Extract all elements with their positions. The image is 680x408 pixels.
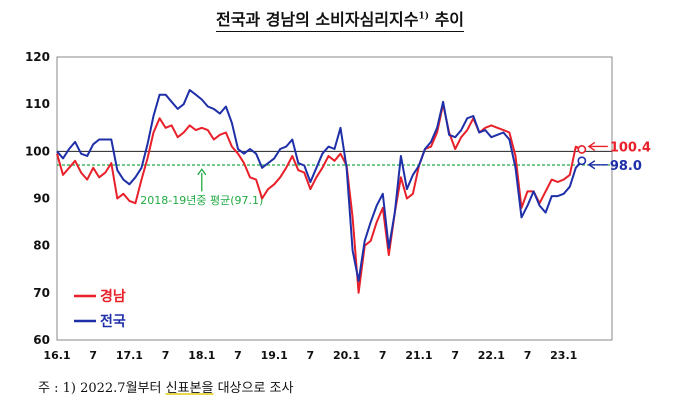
chart-title-superscript: 1)	[418, 11, 430, 22]
chart-canvas: 60 70 80 90 100 110 120 16.1 7 17.1 7 18.1 7 19.1 7 20.…	[25, 50, 651, 362]
x-tick-label: 7	[89, 349, 97, 362]
x-tick-label: 7	[379, 349, 387, 362]
y-tick-label: 110	[25, 97, 50, 111]
y-tick-label: 100	[25, 144, 50, 158]
end-marker	[577, 145, 587, 154]
plot-frame	[56, 56, 613, 341]
x-tick-label: 20.1	[333, 349, 360, 362]
x-tick-label: 7	[451, 349, 459, 362]
end-arrow-head	[587, 160, 596, 170]
x-tick-label: 23.1	[550, 349, 577, 362]
legend-label: 전국	[100, 313, 126, 330]
footnote-prefix: 주 : 1) 2022.7월부터	[38, 381, 166, 396]
end-value-label: 100.4	[610, 140, 651, 155]
end-value-label: 98.0	[610, 159, 642, 174]
chart-title: 전국과 경남의 소비자심리지수1) 추이	[0, 6, 680, 32]
x-tick-label: 18.1	[188, 349, 215, 362]
y-tick-label: 90	[33, 192, 50, 206]
series-line-gyeongnam	[56, 103, 583, 294]
chart-title-suffix: 추이	[429, 10, 465, 29]
average-arrow-head	[197, 168, 207, 176]
series-line-national	[56, 89, 583, 282]
legend-label: 경남	[100, 288, 126, 305]
y-tick-label: 70	[33, 286, 50, 300]
y-tick-label: 60	[33, 333, 50, 347]
end-arrow-head	[587, 141, 596, 152]
x-tick-label: 7	[307, 349, 315, 362]
footnote: 주 : 1) 2022.7월부터 신표본을 대상으로 조사	[38, 377, 293, 396]
x-tick-label: 22.1	[478, 349, 505, 362]
y-tick-label: 120	[25, 50, 50, 64]
y-tick-label: 80	[33, 239, 50, 253]
x-tick-label: 7	[162, 349, 170, 362]
chart-title-main: 전국과 경남의 소비자심리지수	[215, 10, 419, 29]
x-tick-label: 19.1	[261, 349, 288, 362]
x-tick-label: 7	[524, 349, 532, 362]
footnote-highlight: 신표본을	[165, 381, 214, 396]
average-label: 2018-19년중 평균(97.1)	[140, 194, 263, 207]
x-tick-label: 7	[234, 349, 242, 362]
x-tick-label: 17.1	[116, 349, 143, 362]
x-tick-label: 16.1	[43, 349, 70, 362]
footnote-suffix: 대상으로 조사	[213, 381, 294, 396]
end-marker	[577, 156, 587, 166]
x-tick-label: 21.1	[405, 349, 432, 362]
